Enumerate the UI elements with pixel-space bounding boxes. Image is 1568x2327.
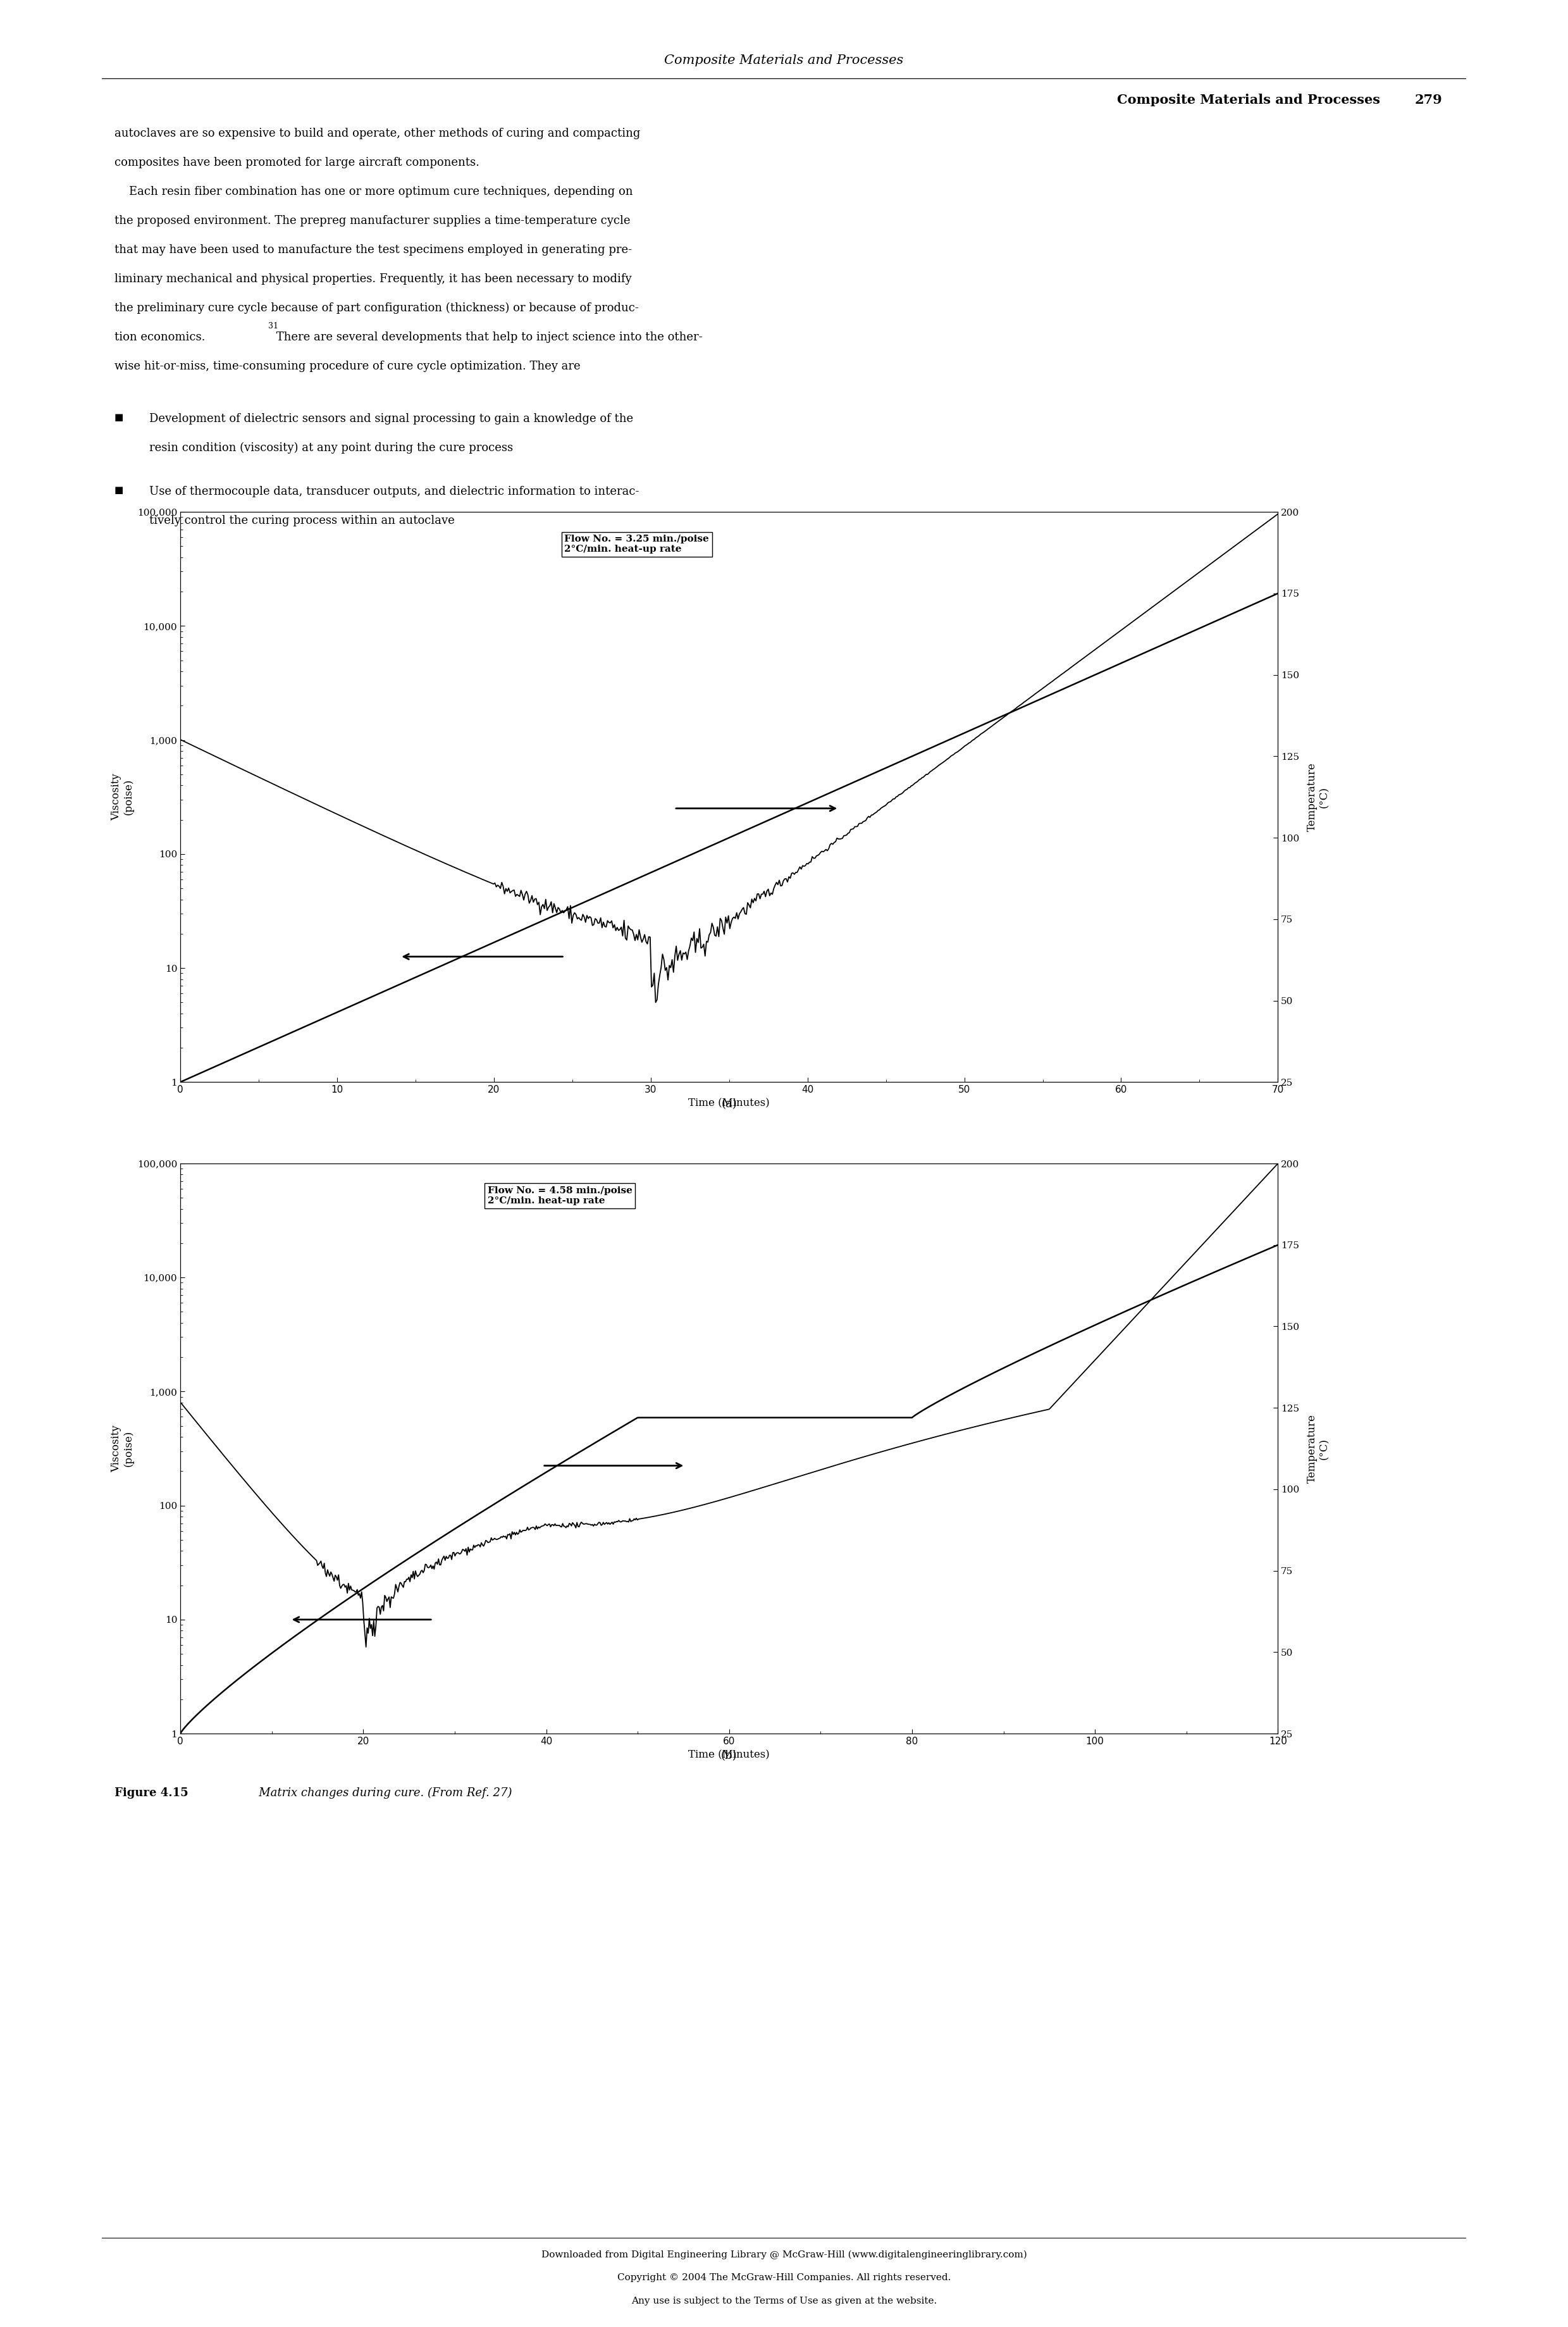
Text: composites have been promoted for large aircraft components.: composites have been promoted for large … xyxy=(114,158,480,168)
Text: Flow No. = 3.25 min./poise
2°C/min. heat-up rate: Flow No. = 3.25 min./poise 2°C/min. heat… xyxy=(564,535,709,554)
Text: Downloaded from Digital Engineering Library @ McGraw-Hill (www.digitalengineerin: Downloaded from Digital Engineering Libr… xyxy=(541,2250,1027,2260)
Y-axis label: Temperature
(°C): Temperature (°C) xyxy=(1306,1415,1330,1482)
Text: Composite Materials and Processes: Composite Materials and Processes xyxy=(665,54,903,67)
Text: Copyright © 2004 The McGraw-Hill Companies. All rights reserved.: Copyright © 2004 The McGraw-Hill Compani… xyxy=(618,2273,950,2283)
Text: ■: ■ xyxy=(114,486,124,496)
Text: Use of thermocouple data, transducer outputs, and dielectric information to inte: Use of thermocouple data, transducer out… xyxy=(149,486,638,498)
Text: Development of dielectric sensors and signal processing to gain a knowledge of t: Development of dielectric sensors and si… xyxy=(149,414,633,424)
Text: the preliminary cure cycle because of part configuration (thickness) or because : the preliminary cure cycle because of pa… xyxy=(114,303,638,314)
Text: resin condition (viscosity) at any point during the cure process: resin condition (viscosity) at any point… xyxy=(149,442,513,454)
Y-axis label: Viscosity
(poise): Viscosity (poise) xyxy=(110,1424,133,1473)
Text: tively control the curing process within an autoclave: tively control the curing process within… xyxy=(149,514,455,526)
Text: There are several developments that help to inject science into the other-: There are several developments that help… xyxy=(273,333,702,342)
Text: (a): (a) xyxy=(721,1098,737,1110)
Text: liminary mechanical and physical properties. Frequently, it has been necessary t: liminary mechanical and physical propert… xyxy=(114,275,632,284)
Text: 31: 31 xyxy=(268,323,278,330)
X-axis label: Time (Minutes): Time (Minutes) xyxy=(688,1750,770,1762)
X-axis label: Time (Minutes): Time (Minutes) xyxy=(688,1098,770,1110)
Text: tion economics.: tion economics. xyxy=(114,333,205,342)
Text: Composite Materials and Processes: Composite Materials and Processes xyxy=(1116,93,1380,107)
Text: Matrix changes during cure. (From Ref. 27): Matrix changes during cure. (From Ref. 2… xyxy=(248,1787,511,1799)
Text: autoclaves are so expensive to build and operate, other methods of curing and co: autoclaves are so expensive to build and… xyxy=(114,128,640,140)
Text: that may have been used to manufacture the test specimens employed in generating: that may have been used to manufacture t… xyxy=(114,244,632,256)
Text: ■: ■ xyxy=(114,414,124,421)
Text: Flow No. = 4.58 min./poise
2°C/min. heat-up rate: Flow No. = 4.58 min./poise 2°C/min. heat… xyxy=(488,1187,632,1205)
Y-axis label: Viscosity
(poise): Viscosity (poise) xyxy=(110,773,133,821)
Text: Any use is subject to the Terms of Use as given at the website.: Any use is subject to the Terms of Use a… xyxy=(632,2297,936,2306)
Y-axis label: Temperature
(°C): Temperature (°C) xyxy=(1306,763,1330,831)
Text: Figure 4.15: Figure 4.15 xyxy=(114,1787,188,1799)
Text: wise hit-or-miss, time-consuming procedure of cure cycle optimization. They are: wise hit-or-miss, time-consuming procedu… xyxy=(114,361,580,372)
Text: 279: 279 xyxy=(1414,93,1443,107)
Text: the proposed environment. The prepreg manufacturer supplies a time-temperature c: the proposed environment. The prepreg ma… xyxy=(114,216,630,226)
Text: Each resin fiber combination has one or more optimum cure techniques, depending : Each resin fiber combination has one or … xyxy=(114,186,633,198)
Text: (b): (b) xyxy=(721,1750,737,1762)
